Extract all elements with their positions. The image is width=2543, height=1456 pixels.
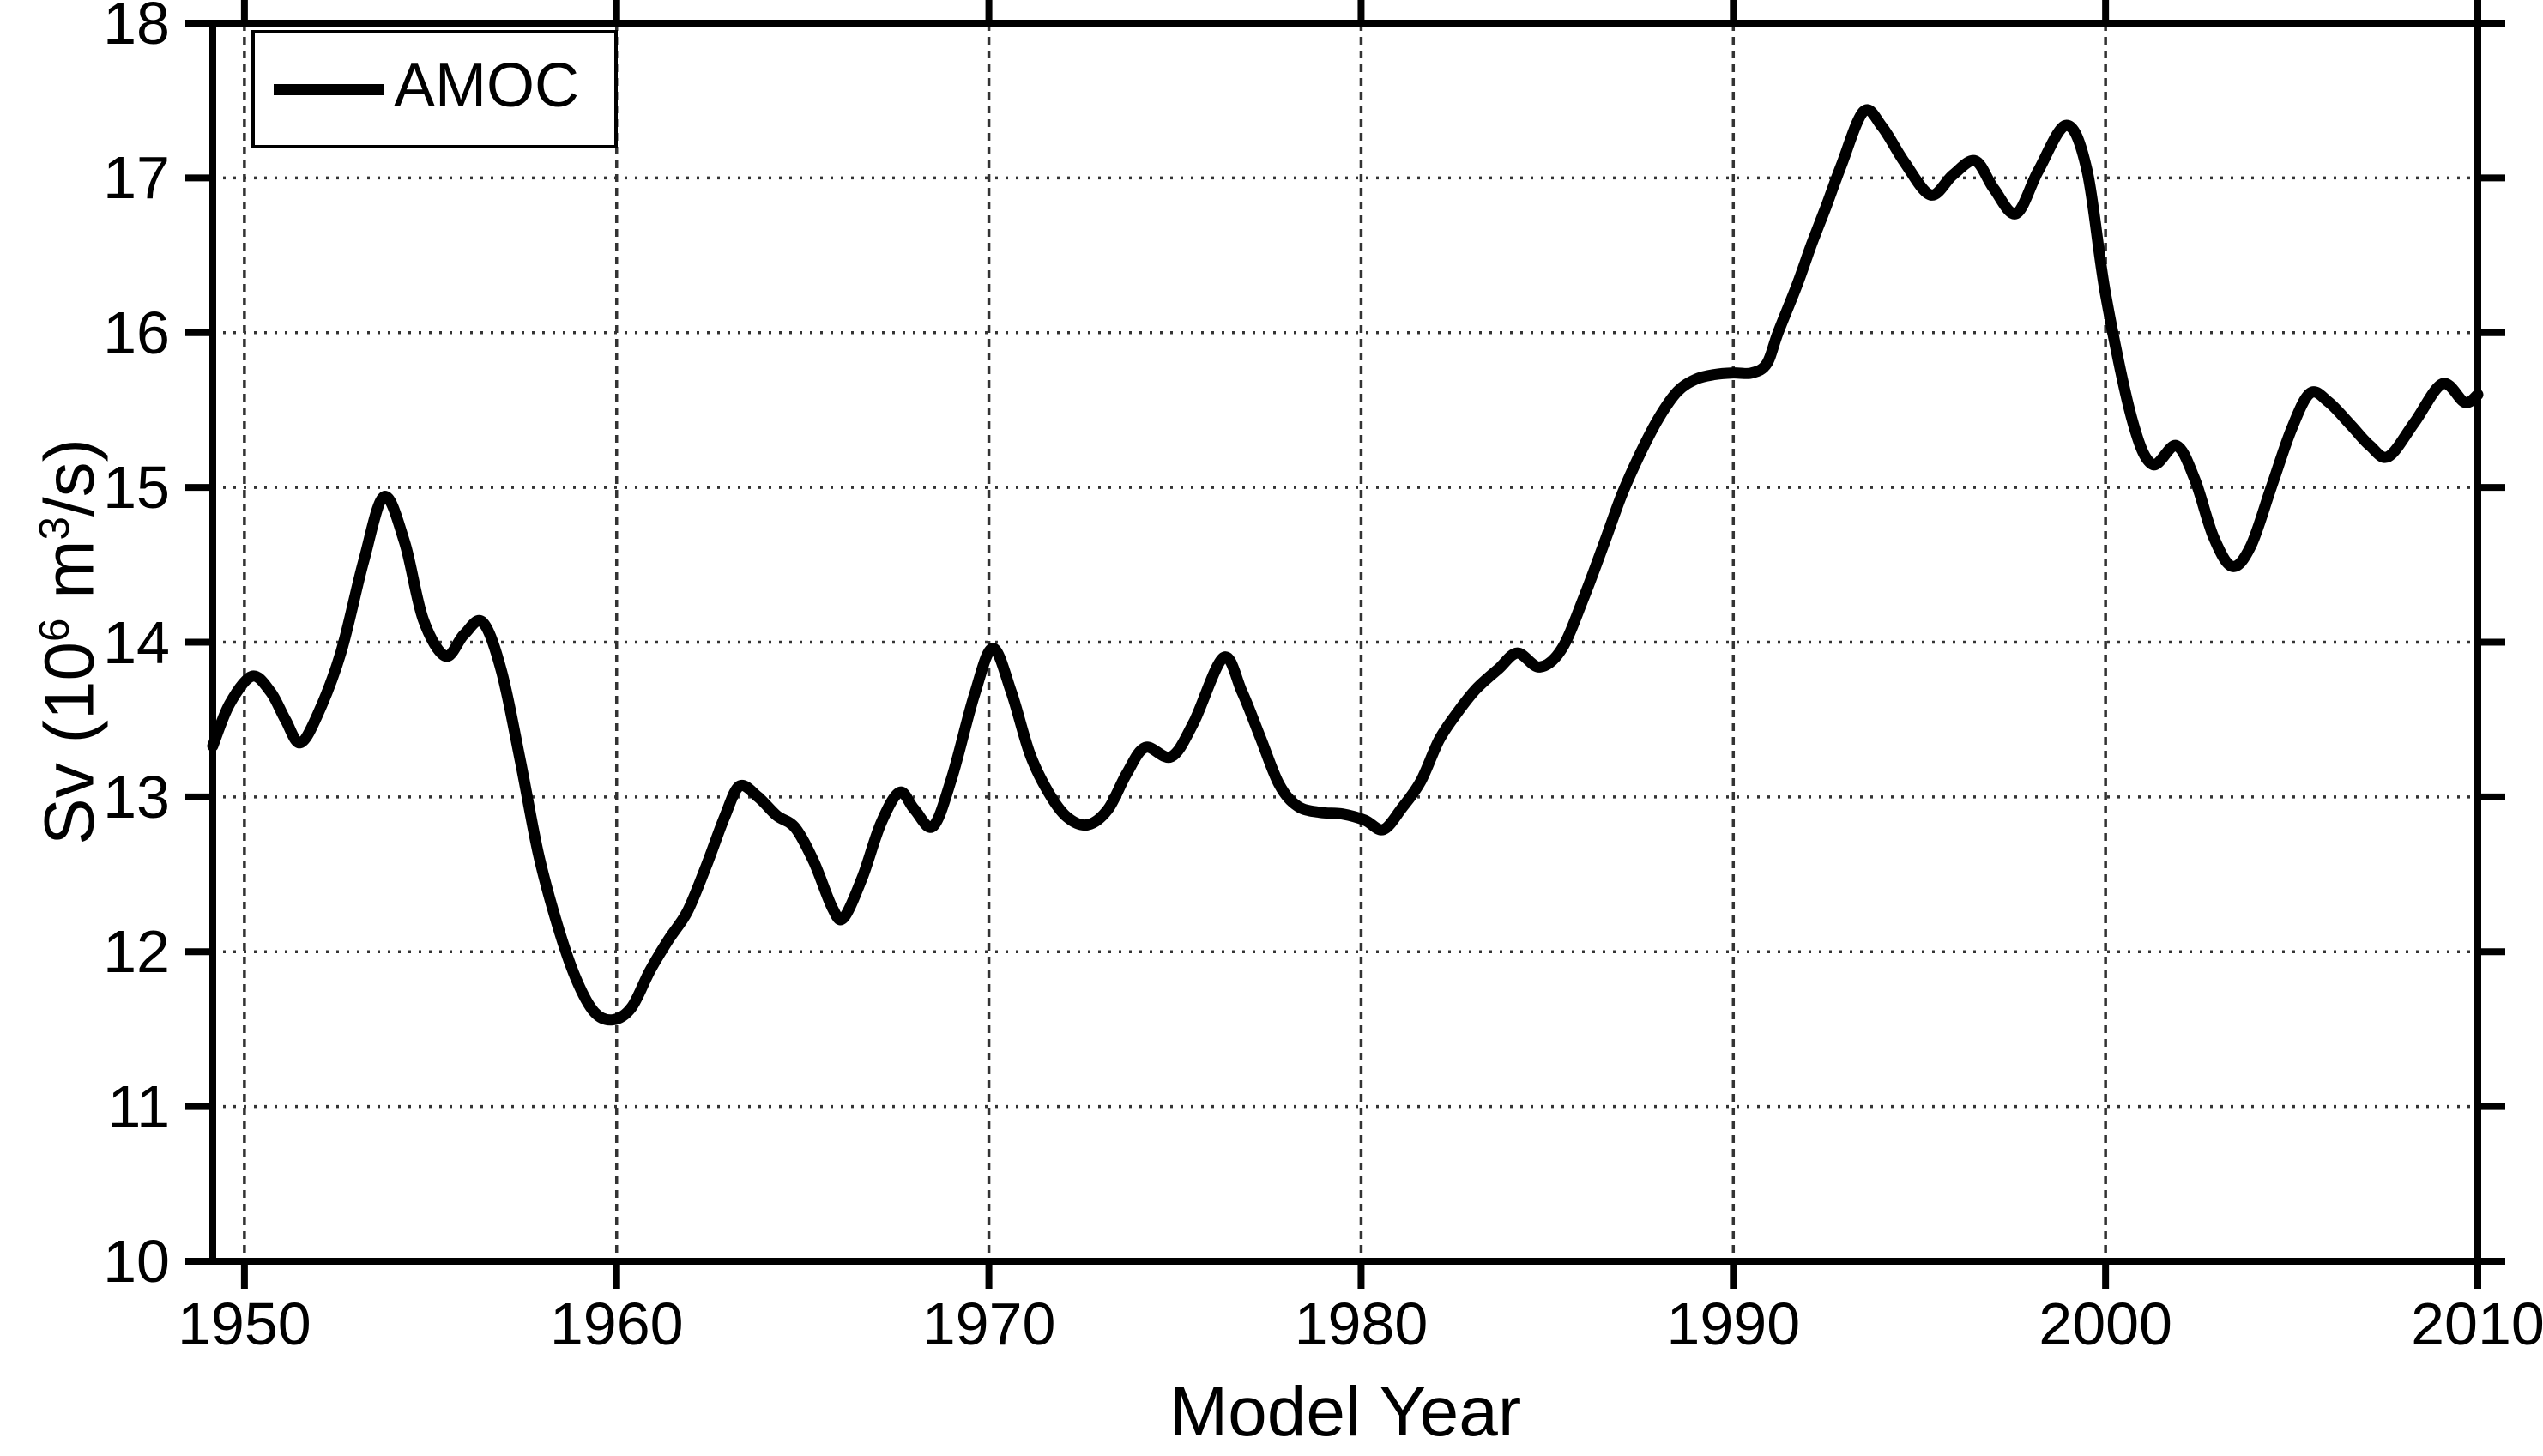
grid [213,23,2478,1261]
y-tick-label: 13 [103,763,170,831]
x-tick-label: 2000 [2039,1290,2172,1357]
y-tick-label: 10 [103,1228,170,1295]
legend-box: AMOC [251,30,618,148]
x-tick-label: 1980 [1294,1290,1429,1357]
y-tick-label: 17 [103,144,170,212]
axis-ticks [185,0,2505,1289]
amoc-series-line [207,104,2484,1026]
plot-border [209,20,2481,1265]
y-tick-label: 18 [103,0,170,57]
legend-label: AMOC [394,51,579,120]
x-tick-label: 1950 [178,1290,311,1357]
legend-line-icon [274,83,384,95]
x-axis-title: Model Year [1169,1373,1522,1451]
y-axis-title-prefix: Sv (10 [30,641,109,845]
y-axis-title-mid: m [30,540,109,619]
y-axis-title-exponent-3: 3 [31,517,78,541]
y-tick-label: 14 [103,608,170,676]
x-tick-label: 2010 [2411,1290,2543,1357]
y-tick-label: 12 [103,918,170,986]
y-axis-title-suffix: /s) [30,438,109,517]
y-axis-title: Sv (106 m3/s) [14,438,111,845]
y-tick-label: 15 [103,454,170,522]
x-tick-label: 1990 [1666,1290,1801,1357]
y-tick-label: 11 [107,1072,170,1140]
x-tick-label: 1970 [921,1290,1056,1357]
y-axis-title-exponent-6: 6 [31,618,78,642]
y-tick-label: 16 [103,299,170,366]
x-tick-label: 1960 [549,1290,684,1357]
